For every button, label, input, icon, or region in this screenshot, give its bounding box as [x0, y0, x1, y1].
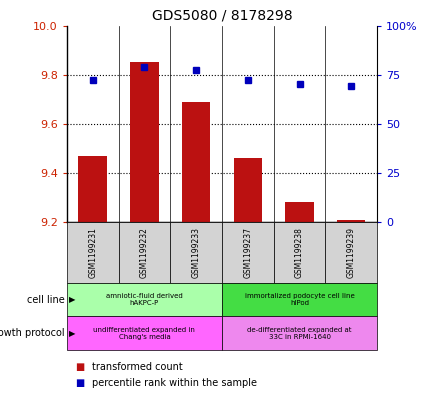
- Bar: [78, 156, 107, 222]
- Text: GSM1199239: GSM1199239: [346, 227, 355, 278]
- Text: GSM1199238: GSM1199238: [295, 227, 303, 278]
- Bar: [233, 158, 261, 222]
- Text: transformed count: transformed count: [92, 362, 182, 373]
- Bar: [130, 62, 158, 222]
- Text: cell line: cell line: [27, 295, 64, 305]
- Text: GSM1199237: GSM1199237: [243, 227, 252, 278]
- Bar: [285, 202, 313, 222]
- Text: undifferentiated expanded in
Chang's media: undifferentiated expanded in Chang's med…: [93, 327, 195, 340]
- Text: de-differentiated expanded at
33C in RPMI-1640: de-differentiated expanded at 33C in RPM…: [247, 327, 351, 340]
- Text: GSM1199232: GSM1199232: [140, 227, 148, 278]
- Text: ■: ■: [75, 362, 84, 373]
- Text: GSM1199233: GSM1199233: [191, 227, 200, 278]
- Text: percentile rank within the sample: percentile rank within the sample: [92, 378, 256, 388]
- Text: ▶: ▶: [69, 295, 75, 304]
- Text: ▶: ▶: [69, 329, 75, 338]
- Text: GSM1199231: GSM1199231: [88, 227, 97, 278]
- Text: immortalized podocyte cell line
hIPod: immortalized podocyte cell line hIPod: [244, 293, 353, 306]
- Bar: [336, 220, 365, 222]
- Text: growth protocol: growth protocol: [0, 328, 64, 338]
- Bar: [181, 102, 210, 222]
- Text: amniotic-fluid derived
hAKPC-P: amniotic-fluid derived hAKPC-P: [106, 293, 182, 306]
- Title: GDS5080 / 8178298: GDS5080 / 8178298: [151, 9, 292, 23]
- Text: ■: ■: [75, 378, 84, 388]
